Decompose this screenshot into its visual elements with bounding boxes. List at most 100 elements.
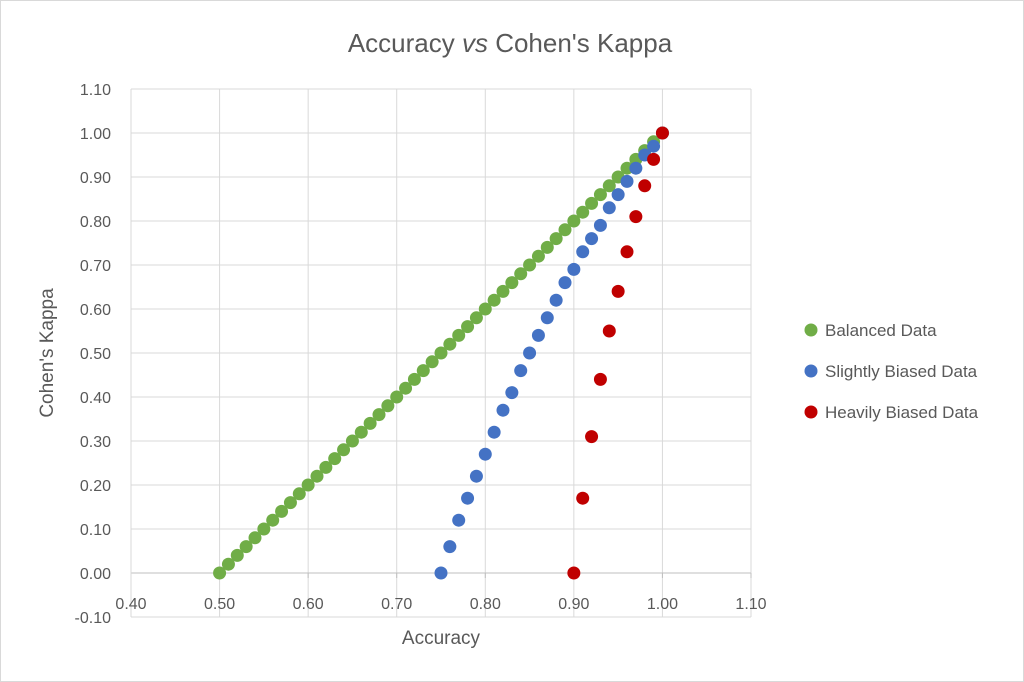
data-point [443, 337, 457, 351]
data-point [337, 443, 351, 457]
x-tick-label: 0.50 [204, 596, 235, 613]
data-point [638, 179, 652, 193]
data-point [655, 126, 669, 140]
data-point [478, 302, 492, 316]
data-point [363, 416, 377, 430]
data-point [452, 513, 466, 527]
data-point [602, 179, 616, 193]
x-tick-label: 1.00 [647, 596, 678, 613]
legend-marker [804, 323, 818, 337]
data-point [266, 513, 280, 527]
data-point [434, 566, 448, 580]
data-point [443, 540, 457, 554]
data-point [416, 364, 430, 378]
data-point [354, 425, 368, 439]
data-point [221, 557, 235, 571]
data-point [567, 566, 581, 580]
data-point [611, 284, 625, 298]
data-point [372, 408, 386, 422]
data-point [576, 491, 590, 505]
data-point [523, 346, 537, 360]
data-point [585, 232, 599, 246]
data-point [478, 447, 492, 461]
data-point [496, 284, 510, 298]
data-point [505, 386, 519, 400]
y-tick-label: -0.10 [75, 610, 112, 627]
data-point [345, 434, 359, 448]
x-tick-label: 0.60 [293, 596, 324, 613]
data-point [567, 214, 581, 228]
y-tick-label: 0.40 [80, 390, 111, 407]
x-tick-label: 0.80 [470, 596, 501, 613]
data-point [283, 496, 297, 510]
data-points [213, 126, 669, 580]
data-point [461, 320, 475, 334]
chart-title-part-3: Cohen's Kappa [488, 28, 673, 58]
x-tick-label: 0.40 [115, 596, 146, 613]
data-point [461, 491, 475, 505]
data-point [647, 139, 661, 153]
chart-title-part-2: vs [462, 28, 488, 58]
data-point [452, 328, 466, 342]
data-point [328, 452, 342, 466]
data-point [620, 174, 634, 188]
series-2 [567, 126, 669, 580]
data-point [257, 522, 271, 536]
data-point [602, 201, 616, 215]
y-tick-label: 0.70 [80, 258, 111, 275]
legend: Balanced Data Slightly Biased Data Heavily… [804, 321, 979, 422]
data-point [275, 504, 289, 518]
data-point [558, 223, 572, 237]
data-point [585, 430, 599, 444]
y-tick-label: 0.00 [80, 566, 111, 583]
y-tick-label: 0.50 [80, 346, 111, 363]
data-point [469, 469, 483, 483]
data-point [531, 328, 545, 342]
data-point [620, 245, 634, 259]
data-point [390, 390, 404, 404]
data-point [505, 276, 519, 290]
y-tick-label: 0.10 [80, 522, 111, 539]
data-point [514, 364, 528, 378]
data-point [585, 196, 599, 210]
data-point [611, 188, 625, 202]
data-point [523, 258, 537, 272]
x-tick-labels: 0.40 0.50 0.60 0.70 0.80 0.90 1.00 1.10 [115, 596, 766, 613]
data-point [292, 487, 306, 501]
data-point [319, 460, 333, 474]
data-point [531, 249, 545, 263]
data-point [425, 355, 439, 369]
data-point [576, 205, 590, 219]
y-tick-labels: 1.10 1.00 0.90 0.80 0.70 0.60 0.50 0.40 0.30 0.20… [75, 82, 112, 627]
data-point [558, 276, 572, 290]
data-point [487, 293, 501, 307]
data-point [567, 262, 581, 276]
data-point [629, 161, 643, 175]
data-point [593, 372, 607, 386]
data-point [549, 293, 563, 307]
legend-label: Slightly Biased Data [825, 362, 978, 381]
data-point [434, 346, 448, 360]
data-point [399, 381, 413, 395]
data-point [407, 372, 421, 386]
x-tick-label: 0.90 [558, 596, 589, 613]
data-point [469, 311, 483, 325]
data-point [301, 478, 315, 492]
y-tick-label: 0.60 [80, 302, 111, 319]
y-tick-label: 0.80 [80, 214, 111, 231]
y-tick-label: 0.30 [80, 434, 111, 451]
data-point [549, 232, 563, 246]
x-axis-title: Accuracy [402, 628, 481, 649]
data-point [514, 267, 528, 281]
data-point [629, 210, 643, 224]
y-tick-label: 1.10 [80, 82, 111, 99]
data-point [647, 152, 661, 166]
chart-title-part-1: Accuracy [348, 28, 462, 58]
data-point [540, 240, 554, 254]
data-point [540, 311, 554, 325]
data-point [496, 403, 510, 417]
x-tick-label: 1.10 [735, 596, 766, 613]
chart-title: Accuracy vs Cohen's Kappa [348, 28, 673, 58]
y-tick-label: 0.90 [80, 170, 111, 187]
